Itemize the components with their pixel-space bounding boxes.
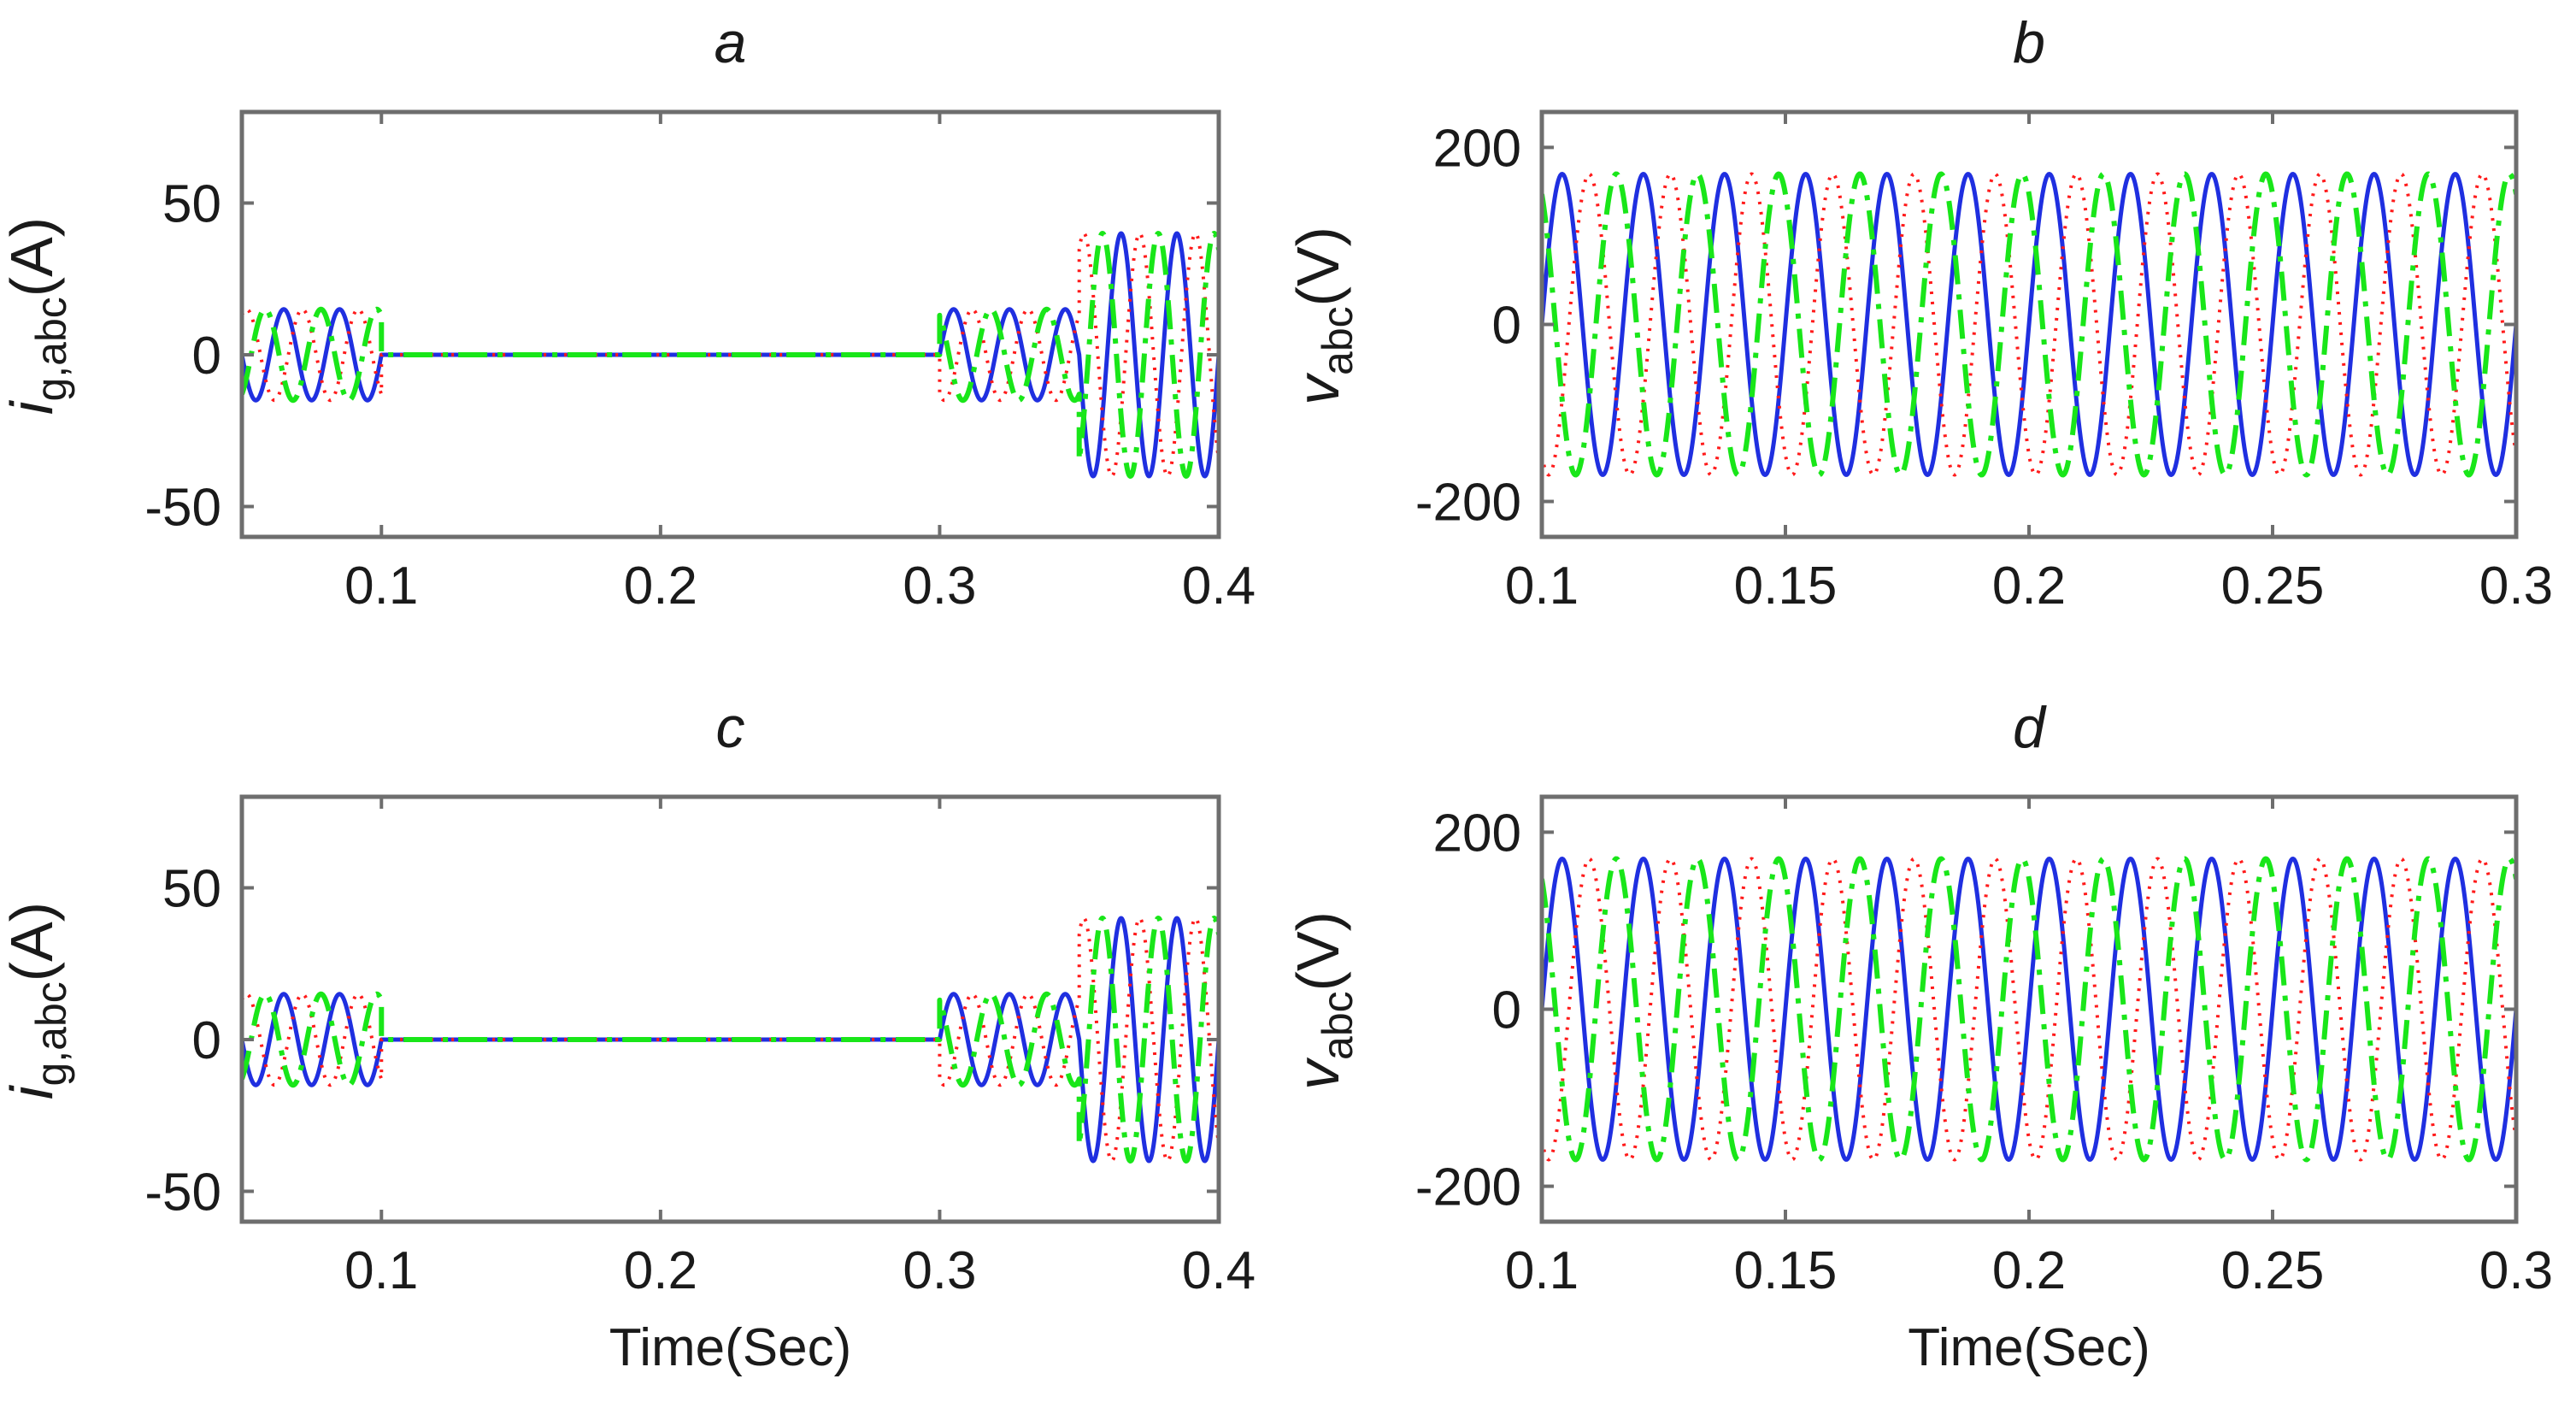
x-tick-label: 0.2 bbox=[1992, 1241, 2066, 1300]
y-label-unit: (V) bbox=[1285, 911, 1351, 991]
x-tick-label: 0.3 bbox=[2479, 1241, 2553, 1300]
series-line-phase-c bbox=[242, 231, 1219, 479]
y-label-symbol: v bbox=[1285, 1057, 1351, 1090]
y-label-subscript: abc bbox=[1314, 991, 1362, 1060]
series-line-phase-a bbox=[1542, 171, 2516, 478]
x-tick-label: 0.15 bbox=[1734, 1241, 1838, 1300]
y-axis-label: vabc(V) bbox=[1285, 911, 1362, 1090]
panel-title: a bbox=[715, 10, 747, 75]
x-axis-label: Time(Sec) bbox=[609, 1318, 852, 1377]
panel-a: a 0.1 0.2 0.3 0.4 -50 0 50 ig,abc(A) bbox=[0, 10, 1256, 616]
x-tick-label: 0.2 bbox=[1992, 557, 2066, 616]
series-line-phase-b bbox=[1542, 857, 2516, 1162]
x-tick-label: 0.15 bbox=[1734, 557, 1838, 616]
y-tick-label: -200 bbox=[1415, 1158, 1521, 1217]
y-label-unit: (A) bbox=[0, 217, 65, 297]
x-tick-label: 0.4 bbox=[1182, 1241, 1256, 1300]
series-line-phase-c bbox=[1542, 856, 2516, 1163]
series-line-phase-b bbox=[1542, 172, 2516, 477]
y-label-unit: (A) bbox=[0, 902, 65, 981]
series-line-phase-a bbox=[1542, 856, 2516, 1163]
x-tick-label: 0.25 bbox=[2221, 1241, 2325, 1300]
y-label-symbol: v bbox=[1285, 372, 1351, 405]
y-axis-label: ig,abc(A) bbox=[0, 217, 75, 415]
x-tick-label: 0.4 bbox=[1182, 557, 1256, 616]
panel-c: c 0.1 0.2 0.3 0.4 -50 0 50 ig,abc(A) Time(Sec) bbox=[0, 695, 1256, 1377]
x-tick-label: 0.3 bbox=[903, 1241, 976, 1300]
y-axis-label: ig,abc(A) bbox=[0, 902, 75, 1099]
x-tick-label: 0.25 bbox=[2221, 557, 2325, 616]
x-tick-label: 0.1 bbox=[344, 557, 418, 616]
x-tick-label: 0.2 bbox=[624, 557, 697, 616]
axes-box bbox=[239, 109, 1221, 539]
y-tick-label: 0 bbox=[1492, 981, 1521, 1040]
y-tick-label: 0 bbox=[192, 327, 221, 386]
y-tick-label: 200 bbox=[1433, 119, 1521, 178]
y-tick-label: 0 bbox=[192, 1011, 221, 1070]
panel-title: b bbox=[2013, 10, 2045, 75]
series-line-phase-c bbox=[242, 916, 1219, 1164]
panel-b: b 0.1 0.15 0.2 0.25 0.3 -200 0 200 vabc(V) bbox=[1285, 10, 2553, 616]
y-label-symbol: i bbox=[0, 399, 65, 415]
y-label-subscript: g,abc bbox=[27, 981, 75, 1086]
panel-title: c bbox=[716, 695, 745, 760]
y-label-symbol: i bbox=[0, 1084, 65, 1099]
y-tick-label: -200 bbox=[1415, 474, 1521, 533]
x-axis-label: Time(Sec) bbox=[1908, 1318, 2150, 1377]
y-tick-label: 50 bbox=[162, 175, 221, 234]
series-line-phase-b bbox=[242, 232, 1219, 478]
y-tick-label: 50 bbox=[162, 860, 221, 919]
y-tick-label: -50 bbox=[144, 479, 221, 538]
y-axis-label: vabc(V) bbox=[1285, 227, 1362, 405]
y-tick-label: -50 bbox=[144, 1164, 221, 1223]
y-tick-label: 0 bbox=[1492, 297, 1521, 356]
y-label-subscript: abc bbox=[1314, 306, 1362, 375]
x-tick-label: 0.1 bbox=[1505, 557, 1579, 616]
x-tick-label: 0.3 bbox=[2479, 557, 2553, 616]
panel-d: d 0.1 0.15 0.2 0.25 0.3 -200 0 200 vabc(V) Time(Se… bbox=[1285, 695, 2553, 1377]
y-label-subscript: g,abc bbox=[27, 297, 75, 401]
x-tick-label: 0.1 bbox=[1505, 1241, 1579, 1300]
panel-title: d bbox=[2013, 695, 2047, 760]
x-tick-label: 0.2 bbox=[624, 1241, 697, 1300]
series-line-phase-b bbox=[242, 916, 1219, 1163]
axes-box bbox=[239, 794, 1221, 1224]
x-tick-label: 0.3 bbox=[903, 557, 976, 616]
x-tick-label: 0.1 bbox=[344, 1241, 418, 1300]
y-tick-label: 200 bbox=[1433, 804, 1521, 863]
y-label-unit: (V) bbox=[1285, 227, 1351, 306]
series-line-phase-c bbox=[1542, 171, 2516, 478]
